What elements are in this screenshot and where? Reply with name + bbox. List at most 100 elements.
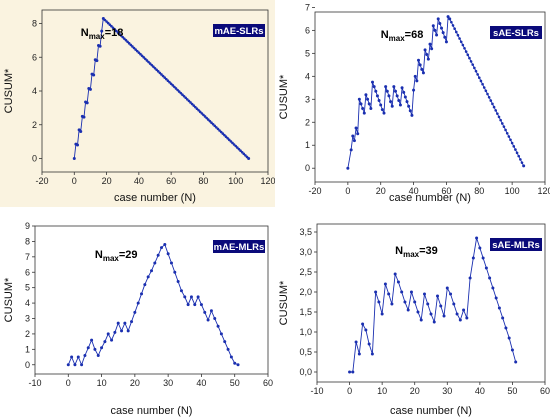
data-point — [491, 102, 494, 106]
x-tick-label: 60 — [540, 386, 550, 396]
data-point — [519, 158, 522, 161]
data-point — [163, 76, 166, 79]
data-point — [90, 338, 94, 342]
x-tick-label: 80 — [474, 186, 484, 196]
data-point — [174, 87, 178, 90]
nmax-subscript: max — [389, 34, 406, 43]
data-point — [236, 363, 240, 367]
data-point — [387, 292, 391, 296]
data-point — [124, 38, 128, 42]
data-point — [196, 295, 200, 299]
nmax-value: =18 — [105, 27, 124, 39]
data-point — [237, 147, 241, 151]
x-axis-label: case number (N) — [114, 192, 196, 204]
data-point — [494, 109, 498, 112]
data-point — [461, 43, 465, 47]
x-tick-label: 0 — [72, 176, 77, 186]
data-point — [192, 104, 196, 107]
data-point — [439, 304, 443, 308]
data-point — [501, 316, 505, 320]
data-point — [140, 292, 144, 296]
data-point — [137, 51, 141, 54]
data-point — [116, 321, 120, 325]
data-point — [82, 115, 86, 119]
data-point — [127, 42, 131, 45]
data-point — [185, 98, 189, 101]
y-tick-label: 7 — [305, 2, 310, 12]
data-point — [491, 286, 495, 290]
data-point — [440, 26, 443, 30]
data-point — [224, 135, 228, 139]
data-point — [435, 33, 439, 37]
data-point — [481, 82, 484, 86]
data-point — [451, 24, 455, 27]
data-point — [76, 143, 80, 147]
data-point — [106, 21, 110, 25]
data-point — [380, 108, 384, 112]
data-point — [392, 85, 396, 89]
data-point — [384, 85, 388, 89]
y-tick-label: 1 — [25, 344, 30, 354]
data-point — [219, 332, 223, 336]
y-tick-label: 5 — [305, 48, 310, 58]
data-point — [515, 151, 519, 155]
data-point — [436, 17, 440, 21]
x-tick-label: 30 — [163, 378, 173, 388]
nmax-subscript: max — [89, 32, 106, 41]
data-point — [160, 73, 163, 76]
data-point — [133, 310, 137, 314]
data-point — [145, 59, 149, 62]
data-point — [370, 352, 374, 356]
data-point — [147, 60, 150, 64]
data-point — [452, 302, 456, 306]
data-point — [357, 352, 361, 356]
data-point — [471, 63, 475, 66]
data-point — [159, 246, 163, 250]
data-point — [412, 88, 416, 92]
y-axis-label: CUSUM* — [3, 277, 15, 322]
data-point — [465, 316, 469, 320]
data-point — [223, 340, 227, 344]
data-point — [213, 124, 217, 128]
data-point — [415, 79, 419, 83]
data-point — [468, 276, 472, 280]
y-axis-label: CUSUM* — [278, 280, 290, 325]
chart-title: mAE-SLRs — [214, 26, 263, 37]
data-point — [215, 126, 218, 129]
y-axis-label: CUSUM* — [278, 74, 290, 119]
y-tick-label: 6 — [25, 267, 30, 277]
data-point — [375, 94, 379, 98]
y-tick-label: 2 — [25, 329, 30, 339]
data-point — [118, 32, 121, 36]
data-point — [367, 102, 371, 106]
x-tick-label: -10 — [310, 386, 323, 396]
data-point — [227, 138, 231, 142]
y-tick-label: 0,0 — [299, 367, 312, 377]
x-tick-label: 40 — [134, 176, 144, 186]
data-point — [92, 73, 96, 77]
data-point — [418, 63, 422, 67]
nmax-subscript: max — [103, 254, 120, 263]
data-point — [408, 109, 412, 113]
nmax-annotation: Nmax=39 — [395, 245, 438, 259]
data-point — [219, 130, 223, 134]
nmax-prefix: N — [95, 249, 103, 261]
y-tick-label: 5 — [25, 283, 30, 293]
x-tick-label: -10 — [28, 378, 41, 388]
x-axis-label: case number (N) — [389, 192, 471, 204]
data-point — [371, 80, 374, 84]
data-point — [445, 286, 449, 290]
chart-title: sAE-MLRs — [492, 240, 540, 251]
data-point — [116, 31, 120, 34]
data-point — [372, 85, 376, 89]
data-point — [487, 96, 491, 99]
data-point — [197, 108, 200, 112]
data-point — [497, 306, 501, 310]
data-point — [126, 329, 130, 333]
data-point — [456, 33, 460, 37]
nmax-value: =39 — [419, 245, 438, 257]
data-point — [233, 361, 237, 365]
data-point — [398, 103, 402, 107]
data-point — [459, 40, 463, 44]
data-point — [400, 86, 404, 90]
